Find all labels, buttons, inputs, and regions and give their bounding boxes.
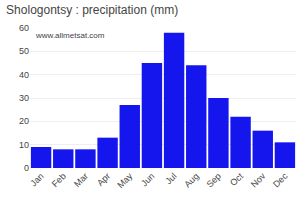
- svg-text:Nov: Nov: [249, 171, 268, 190]
- svg-text:Dec: Dec: [271, 171, 290, 190]
- svg-text:Mar: Mar: [72, 171, 90, 189]
- svg-text:20: 20: [19, 116, 29, 126]
- svg-text:60: 60: [19, 23, 29, 33]
- svg-text:40: 40: [19, 70, 29, 80]
- svg-text:0: 0: [24, 163, 29, 173]
- svg-text:50: 50: [19, 46, 29, 56]
- svg-text:30: 30: [19, 93, 29, 103]
- svg-text:Jun: Jun: [139, 171, 156, 188]
- svg-text:Apr: Apr: [95, 171, 112, 188]
- svg-text:May: May: [115, 171, 134, 190]
- svg-text:Jan: Jan: [28, 171, 45, 188]
- svg-text:Sep: Sep: [205, 171, 223, 189]
- svg-text:Shologontsy : precipitation (m: Shologontsy : precipitation (mm): [6, 3, 178, 17]
- svg-text:www.allmetsat.com: www.allmetsat.com: [35, 31, 105, 40]
- svg-text:Jul: Jul: [163, 171, 178, 186]
- svg-text:10: 10: [19, 140, 29, 150]
- svg-text:Oct: Oct: [228, 171, 245, 188]
- svg-text:Feb: Feb: [50, 171, 68, 189]
- svg-text:Aug: Aug: [182, 171, 200, 189]
